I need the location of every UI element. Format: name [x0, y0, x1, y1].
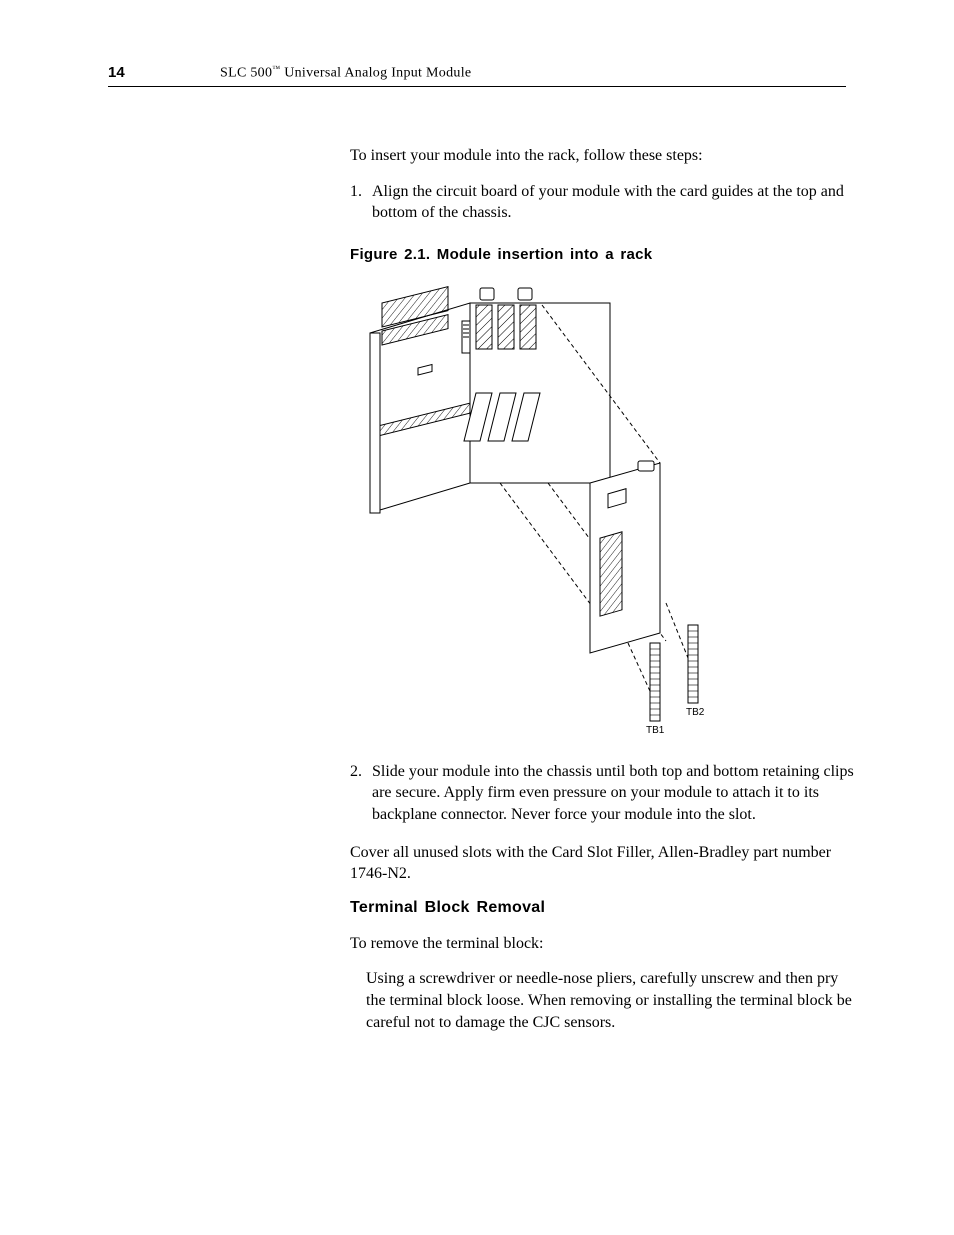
step-2: 2. Slide your module into the chassis un… [350, 761, 860, 826]
section-body: Using a screwdriver or needle-nose plier… [366, 968, 852, 1033]
figure-caption: Figure 2.1. Module insertion into a rack [350, 246, 860, 263]
figure-2-1: TB1 TB2 [350, 273, 730, 743]
tb2-label: TB2 [686, 707, 705, 718]
content-column: To insert your module into the rack, fol… [350, 145, 860, 1047]
running-head-suffix: Universal Analog Input Module [280, 66, 471, 81]
step-1-text: Align the circuit board of your module w… [372, 181, 860, 224]
after-steps-paragraph: Cover all unused slots with the Card Slo… [350, 842, 860, 885]
step-1-number: 1. [350, 181, 372, 224]
section-heading: Terminal Block Removal [350, 899, 860, 917]
running-head-prefix: SLC 500 [220, 66, 272, 81]
step-1: 1. Align the circuit board of your modul… [350, 181, 860, 224]
page-number: 14 [108, 64, 125, 81]
intro-paragraph: To insert your module into the rack, fol… [350, 145, 860, 167]
section-intro: To remove the terminal block: [350, 933, 860, 955]
step-2-number: 2. [350, 761, 372, 826]
running-head: SLC 500™ Universal Analog Input Module [220, 64, 471, 82]
header-rule [108, 86, 846, 87]
tb1-label: TB1 [646, 725, 665, 736]
step-2-text: Slide your module into the chassis until… [372, 761, 860, 826]
